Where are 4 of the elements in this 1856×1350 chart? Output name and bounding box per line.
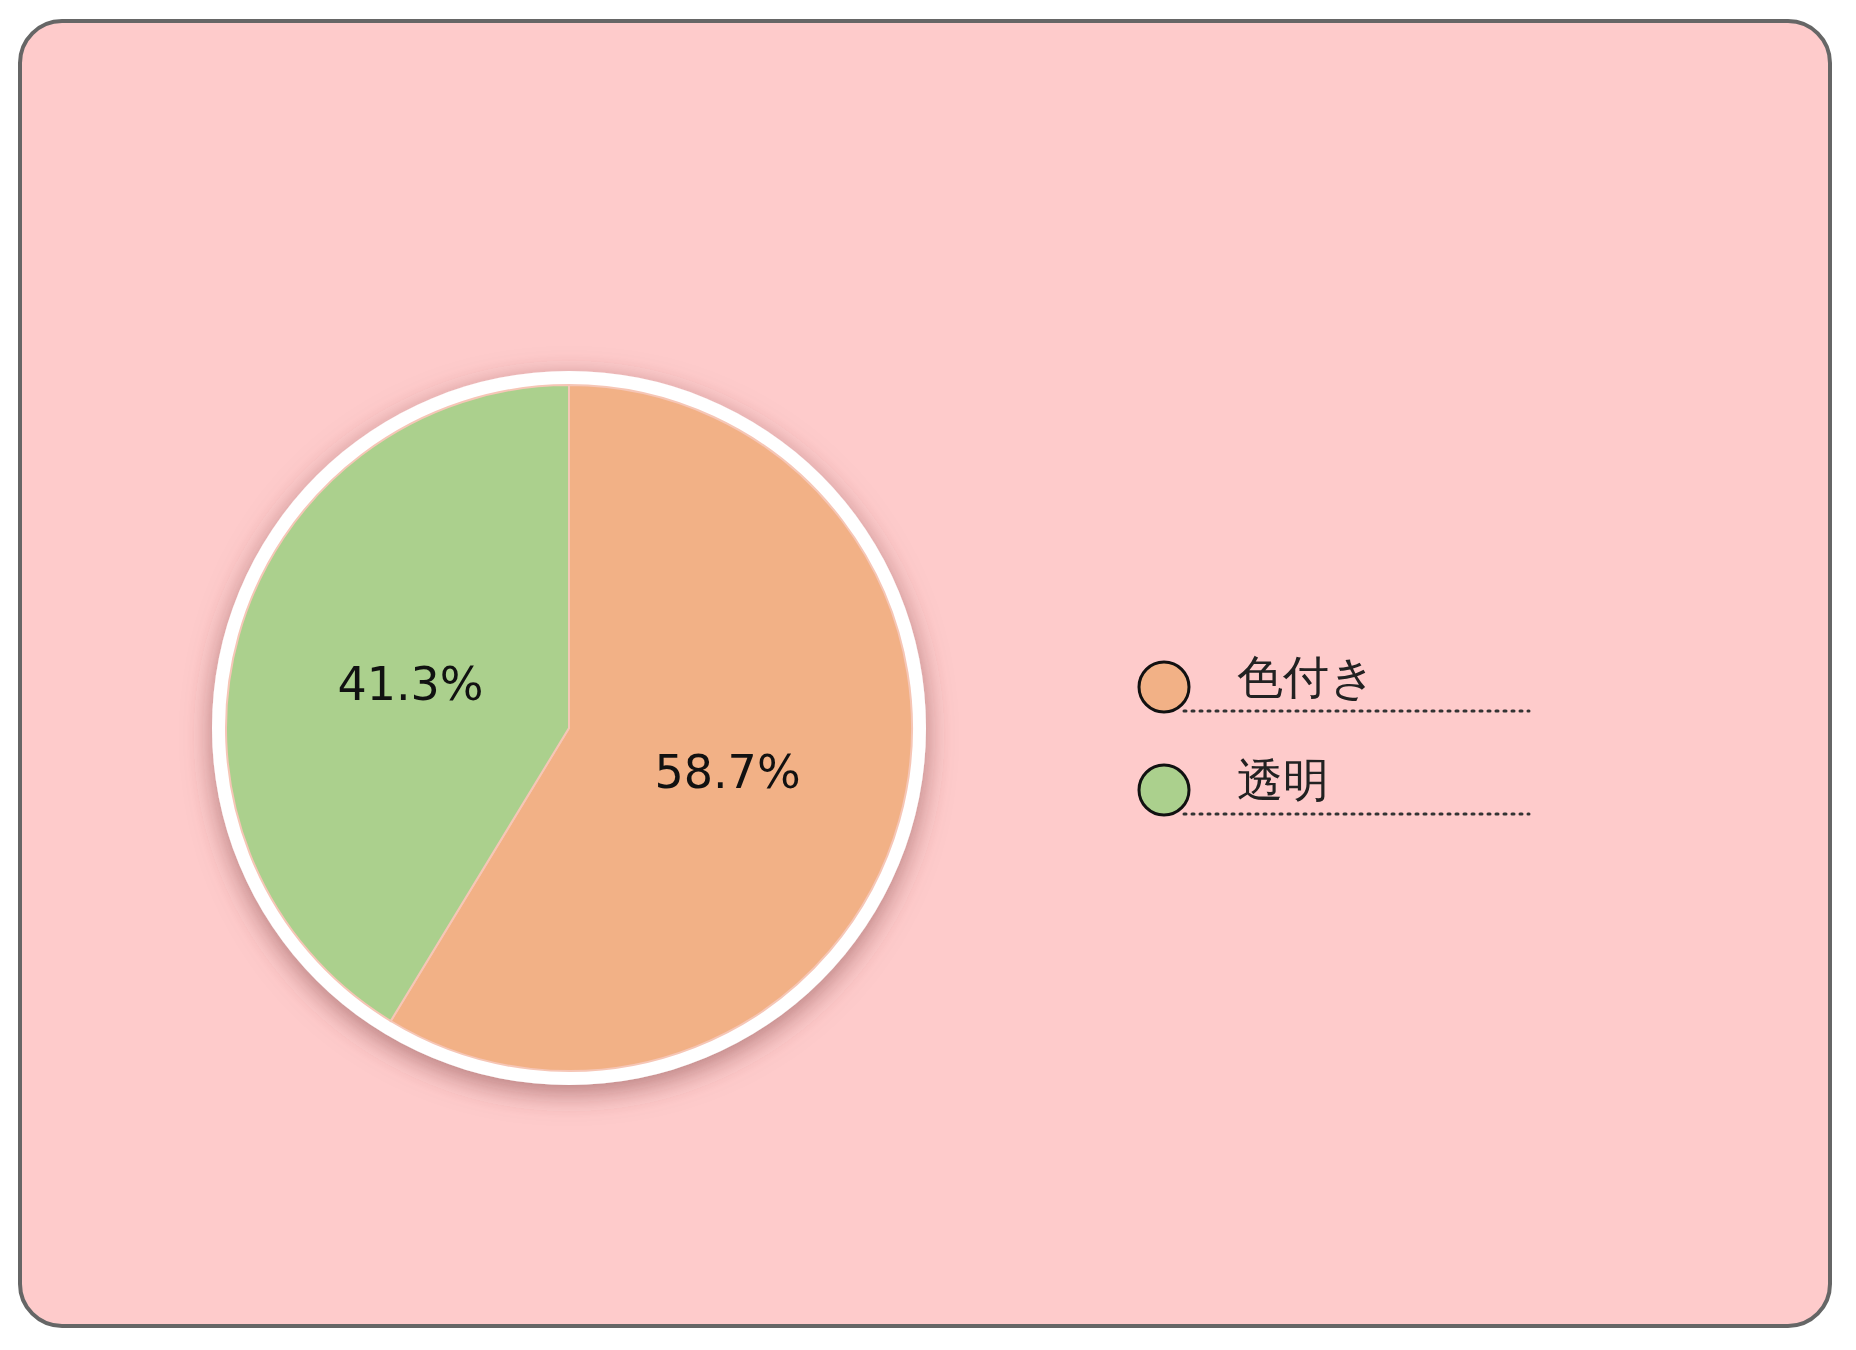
data-label: 58.7% [654,745,801,800]
legend-label: 色付き [1237,650,1376,704]
legend-label: 透明 [1237,753,1329,807]
data-label: 41.3% [337,656,484,711]
